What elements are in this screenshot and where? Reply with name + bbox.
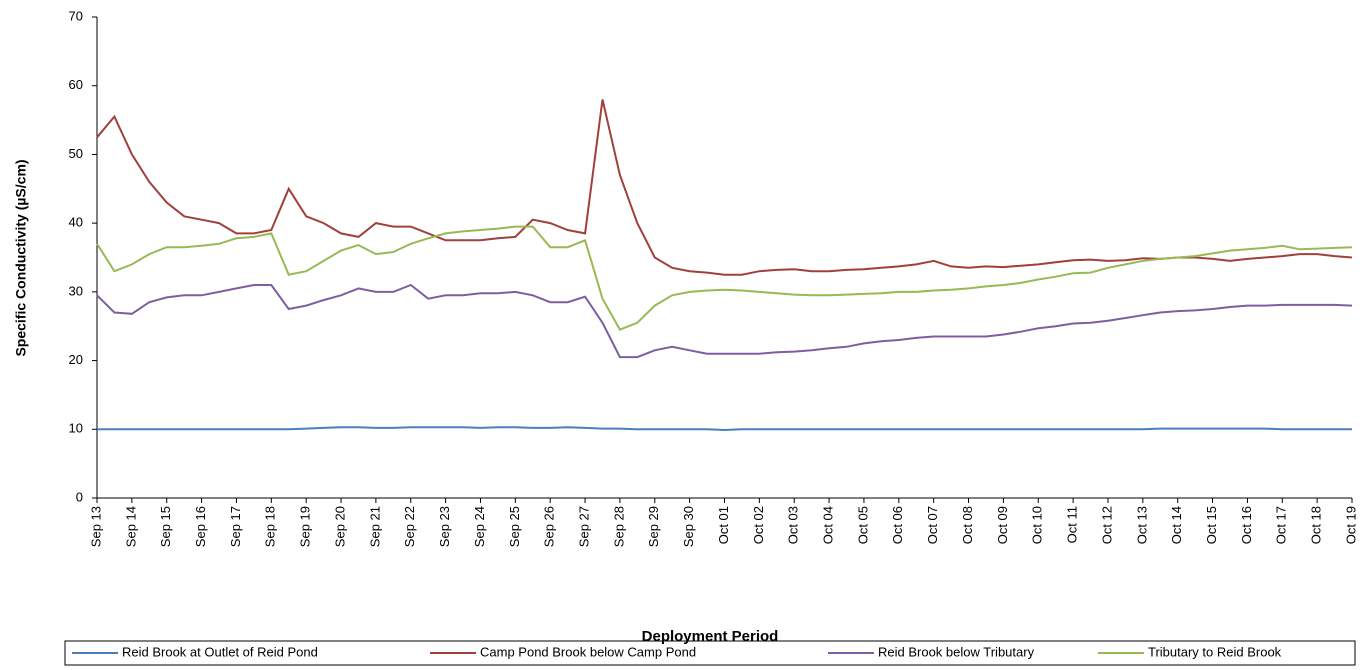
x-tick-label: Sep 26 [542, 506, 557, 547]
x-tick-label: Sep 24 [472, 506, 487, 547]
series-line [97, 426, 1352, 432]
x-tick-label: Sep 17 [228, 506, 243, 547]
legend-label: Tributary to Reid Brook [1148, 644, 1282, 659]
x-tick-label: Oct 05 [855, 506, 870, 544]
y-tick-label: 50 [69, 146, 83, 161]
x-tick-label: Oct 07 [925, 506, 940, 544]
y-tick-label: 0 [76, 489, 83, 504]
y-tick-label: 40 [69, 215, 83, 230]
x-tick-label: Oct 11 [1065, 506, 1080, 543]
x-tick-label: Sep 22 [402, 506, 417, 547]
x-tick-label: Sep 20 [332, 506, 347, 547]
y-axis-title: Specific Conductivity (µS/cm) [13, 159, 29, 356]
x-tick-label: Sep 21 [367, 506, 382, 547]
legend-label: Reid Brook at Outlet of Reid Pond [122, 644, 318, 659]
x-tick-label: Oct 15 [1204, 506, 1219, 544]
series-line [96, 99, 1353, 276]
x-tick-label: Oct 02 [751, 506, 766, 544]
x-axis-title: Deployment Period [642, 628, 779, 645]
series-line [96, 225, 1353, 331]
y-tick-label: 10 [69, 421, 83, 436]
x-tick-label: Oct 08 [960, 506, 975, 544]
legend-label: Camp Pond Brook below Camp Pond [480, 644, 696, 659]
x-tick-label: Oct 06 [890, 506, 905, 544]
x-tick-label: Sep 14 [123, 506, 138, 547]
x-tick-label: Oct 13 [1134, 506, 1149, 544]
x-tick-label: Sep 19 [298, 506, 313, 547]
y-tick-label: 60 [69, 77, 83, 92]
x-tick-label: Sep 29 [646, 506, 661, 547]
y-tick-label: 70 [69, 8, 83, 23]
x-tick-label: Sep 15 [158, 506, 173, 547]
x-tick-label: Oct 19 [1343, 506, 1358, 544]
x-tick-label: Sep 30 [681, 506, 696, 547]
x-tick-label: Oct 18 [1309, 506, 1324, 544]
legend-label: Reid Brook below Tributary [878, 644, 1035, 659]
x-tick-label: Sep 25 [507, 506, 522, 547]
x-tick-label: Oct 01 [716, 506, 731, 544]
x-tick-label: Sep 28 [611, 506, 626, 547]
x-tick-label: Oct 09 [995, 506, 1010, 544]
x-tick-label: Sep 13 [88, 506, 103, 547]
x-tick-label: Sep 23 [437, 506, 452, 547]
x-tick-label: Oct 04 [821, 506, 836, 544]
x-tick-label: Sep 16 [193, 506, 208, 547]
x-tick-label: Oct 14 [1169, 506, 1184, 544]
legend-box [64, 640, 1356, 666]
x-tick-label: Oct 17 [1274, 506, 1289, 544]
y-tick-label: 20 [69, 352, 83, 367]
x-tick-label: Sep 18 [263, 506, 278, 547]
y-tick-label: 30 [69, 283, 83, 298]
x-tick-label: Oct 10 [1030, 506, 1045, 544]
x-tick-label: Sep 27 [576, 506, 591, 547]
series-line [96, 283, 1353, 359]
x-tick-label: Oct 03 [786, 506, 801, 544]
x-tick-label: Oct 12 [1099, 506, 1114, 544]
x-tick-label: Oct 16 [1239, 506, 1254, 544]
